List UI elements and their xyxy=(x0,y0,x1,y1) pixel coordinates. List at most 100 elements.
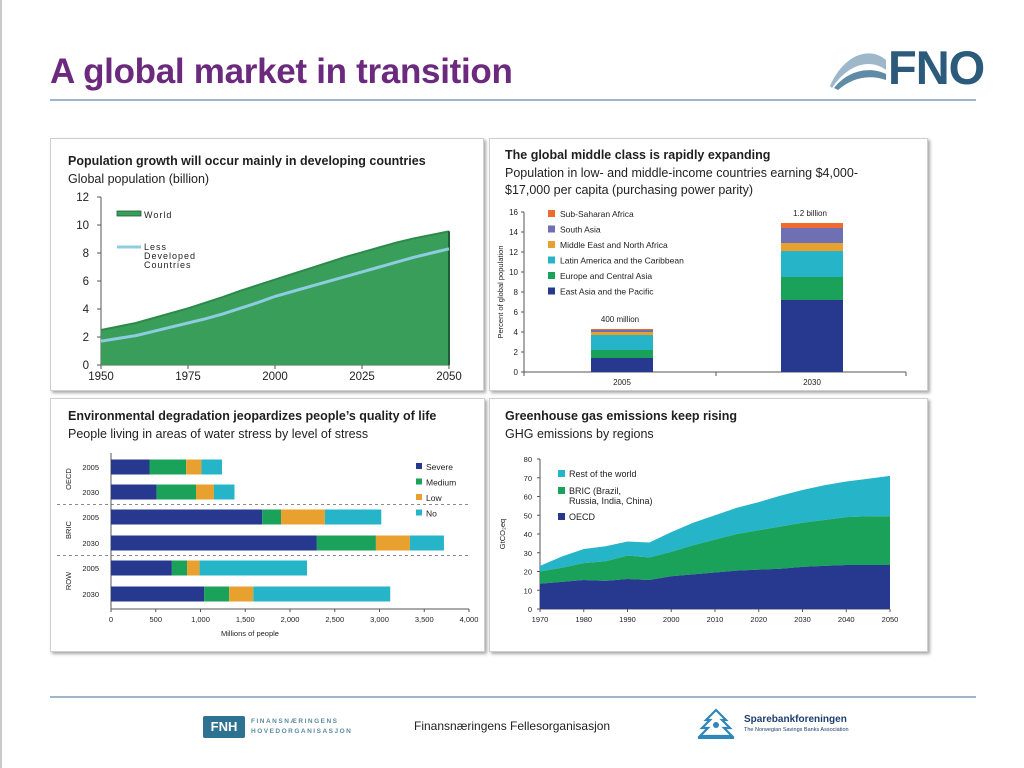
y-tick-label: 50 xyxy=(524,511,532,520)
y-tick-label: 70 xyxy=(524,474,532,483)
bar-annotation: 1.2 billion xyxy=(793,209,827,218)
water-stress-panel: Environmental degradation jeopardizes pe… xyxy=(50,398,485,652)
legend-label: Middle East and North Africa xyxy=(560,240,668,250)
x-tick-label: 2050 xyxy=(436,371,462,383)
series-world-area xyxy=(101,231,449,365)
bar-row3-segment-0 xyxy=(111,535,317,551)
bar-row5-segment-2 xyxy=(229,586,254,602)
population-chart-subtitle: Global population (billion) xyxy=(68,172,210,186)
bar-row0-segment-0 xyxy=(111,459,150,475)
bar-2005-segment-3 xyxy=(591,332,653,335)
legend-ldc-label-3: Countries xyxy=(144,260,192,270)
fno-logo-text: FNO xyxy=(888,41,985,94)
legend-swatch xyxy=(548,225,555,233)
y-tick-label: 20 xyxy=(524,568,532,577)
middle-class-chart-title: The global middle class is rapidly expan… xyxy=(505,148,771,162)
legend-swatch xyxy=(416,509,422,516)
x-tick-label: 2030 xyxy=(803,378,821,387)
legend-label: South Asia xyxy=(560,225,601,235)
bar-row0-segment-3 xyxy=(201,459,222,475)
y-tick-label: 2005 xyxy=(82,513,99,522)
y-axis-label: Percent of global population xyxy=(496,246,505,339)
fnh-logo-line2: HOVEDORGANISASJON xyxy=(251,728,353,735)
y-tick-label: 10 xyxy=(76,220,89,232)
x-tick-label: 0 xyxy=(109,615,113,624)
legend-label-bric-1: BRIC (Brazil, xyxy=(569,486,621,496)
y-tick-label: 30 xyxy=(524,549,532,558)
x-tick-label: 1975 xyxy=(175,371,201,383)
x-tick-label: 1,500 xyxy=(236,615,255,624)
ghg-panel: Greenhouse gas emissions keep rising GHG… xyxy=(489,398,928,652)
bar-row4-segment-1 xyxy=(171,560,188,576)
fno-logo: FNO xyxy=(826,40,985,96)
title-rule xyxy=(50,99,976,101)
x-tick-label: 2,000 xyxy=(281,615,300,624)
y-tick-label: 6 xyxy=(83,276,89,288)
y-tick-label: 2030 xyxy=(82,590,99,599)
series-area-2 xyxy=(540,475,890,572)
legend-label: Low xyxy=(426,493,442,503)
bar-row3-segment-3 xyxy=(409,535,444,551)
bar-row2-segment-2 xyxy=(281,509,325,525)
group-label: OECD xyxy=(64,468,73,490)
x-tick-label: 1950 xyxy=(88,371,114,383)
legend-label: No xyxy=(426,509,437,519)
y-tick-label: 12 xyxy=(509,248,518,257)
footer-rule xyxy=(50,696,976,698)
y-tick-label: 4 xyxy=(83,304,90,316)
bar-2005-segment-4 xyxy=(591,330,653,332)
water-stress-chart-subtitle: People living in areas of water stress b… xyxy=(68,427,369,441)
bar-2005-segment-0 xyxy=(591,358,653,372)
population-chart-title: Population growth will occur mainly in d… xyxy=(68,154,426,168)
bar-row3-segment-1 xyxy=(316,535,376,551)
y-tick-label: 10 xyxy=(524,586,532,595)
y-tick-label: 0 xyxy=(528,605,532,614)
legend-swatch xyxy=(548,287,555,295)
x-tick-label: 2000 xyxy=(663,615,680,624)
legend-label: Europe and Central Asia xyxy=(560,271,652,281)
legend-label: Severe xyxy=(426,462,453,472)
legend-label-rest: Rest of the world xyxy=(569,469,637,479)
sparebankforeningen-logo: Sparebankforeningen The Norwegian Saving… xyxy=(694,708,849,745)
x-tick-label: 1990 xyxy=(619,615,636,624)
bar-2030-segment-2 xyxy=(781,251,843,277)
bar-2005-segment-1 xyxy=(591,350,653,358)
bar-2030-segment-5 xyxy=(781,223,843,228)
legend-swatch xyxy=(548,272,555,279)
legend-swatch xyxy=(548,210,555,217)
legend-ldc-label-2: Developed xyxy=(144,251,196,261)
y-tick-label: 40 xyxy=(524,530,532,539)
bar-2005-segment-2 xyxy=(591,335,653,350)
middle-class-chart: 0 2 4 6 8 10 12 14 16 Percent of global populatio… xyxy=(496,208,907,387)
y-tick-label: 16 xyxy=(509,208,518,217)
y-tick-label: 8 xyxy=(514,288,519,297)
y-tick-label: 2030 xyxy=(82,488,99,497)
bar-row3-segment-2 xyxy=(375,535,410,551)
x-tick-label: 2050 xyxy=(882,615,899,624)
bar-row0-segment-1 xyxy=(149,459,187,475)
bar-row2-segment-3 xyxy=(324,509,382,525)
bar-row2-segment-1 xyxy=(262,509,282,525)
y-tick-label: 2005 xyxy=(82,564,99,573)
y-tick-label: 8 xyxy=(83,248,89,260)
bar-row2-segment-0 xyxy=(111,509,263,525)
legend-label: Medium xyxy=(426,478,456,488)
x-tick-label: 3,500 xyxy=(415,615,434,624)
x-tick-label: 3,000 xyxy=(370,615,389,624)
sparebank-name: Sparebankforeningen xyxy=(744,714,847,725)
y-tick-label: 0 xyxy=(514,368,519,377)
x-tick-label: 2,500 xyxy=(325,615,344,624)
y-tick-label: 60 xyxy=(524,493,532,502)
legend-swatch xyxy=(548,256,555,264)
fnh-logo-line1: FINANSNÆRINGENS xyxy=(251,718,339,725)
sparebank-subtitle: The Norwegian Savings Banks Association xyxy=(744,727,849,733)
bar-2005-segment-5 xyxy=(591,329,653,330)
series-ldc-line xyxy=(100,247,450,343)
legend-swatch xyxy=(548,241,555,248)
x-tick-label: 1970 xyxy=(532,615,549,624)
fnh-logo-box: FNH xyxy=(203,716,245,738)
bar-row5-segment-1 xyxy=(204,586,230,602)
slide-title: A global market in transition xyxy=(50,52,513,91)
y-axis-label: GtCO₂eq xyxy=(498,519,507,549)
legend-label: Latin America and the Caribbean xyxy=(560,256,684,266)
